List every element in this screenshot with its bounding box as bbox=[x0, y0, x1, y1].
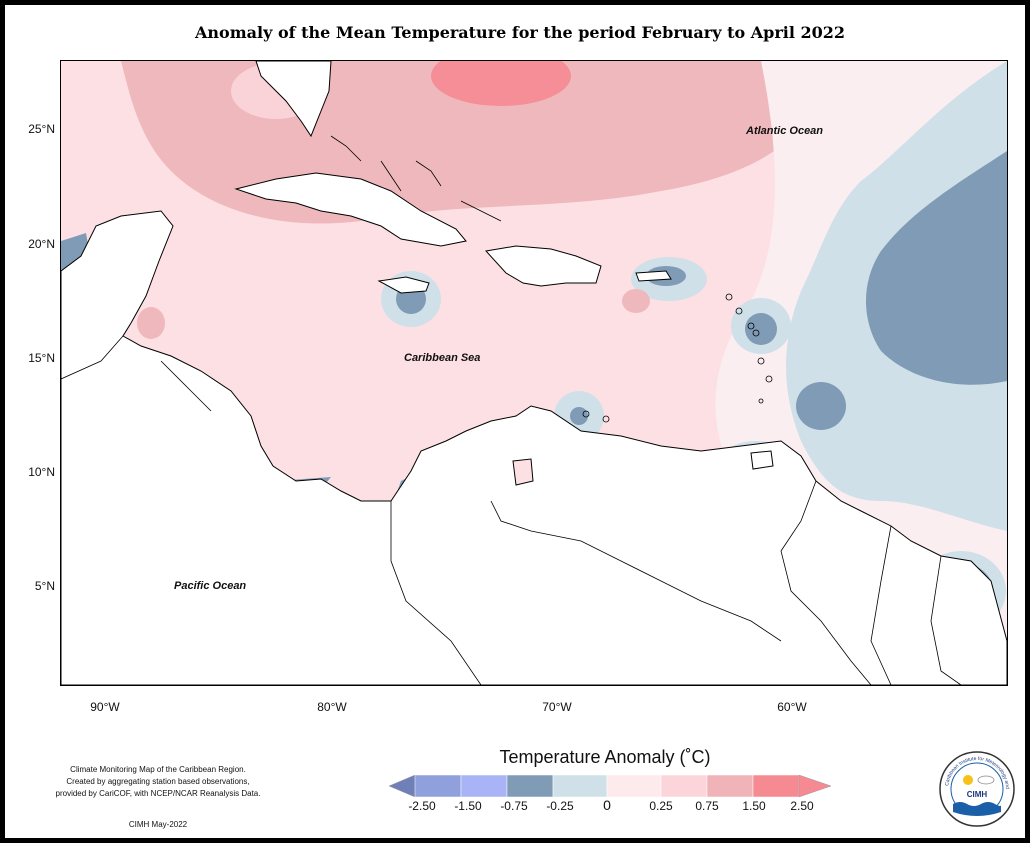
legend-tick: -1.50 bbox=[454, 799, 482, 813]
pacific-ocean-label: Pacific Ocean bbox=[174, 580, 247, 592]
credit-text: Climate Monitoring Map of the Caribbean … bbox=[23, 764, 293, 800]
island-dot bbox=[735, 307, 743, 315]
anomaly-warm-patch-mona bbox=[622, 289, 650, 313]
cloud-icon bbox=[977, 775, 995, 785]
anomaly-map bbox=[61, 61, 1007, 685]
legend-tick: 1.50 bbox=[742, 799, 766, 813]
border-suriname-fguiana bbox=[930, 555, 962, 685]
legend-swatch bbox=[460, 775, 508, 797]
border-venezuela-guyana bbox=[780, 480, 872, 685]
jamaica bbox=[377, 276, 430, 294]
credit-line-1: Climate Monitoring Map of the Caribbean … bbox=[70, 765, 246, 774]
legend-tick: -0.25 bbox=[546, 799, 574, 813]
legend-swatch bbox=[660, 775, 708, 797]
credit-line-3: provided by CariCOF, with NCEP/NCAR Rean… bbox=[55, 789, 261, 798]
caribbean-sea-label: Caribbean Sea bbox=[404, 352, 481, 364]
map-panel: Atlantic Ocean Caribbean Sea Pacific Oce… bbox=[60, 60, 1008, 686]
anomaly-cool-antilles-core bbox=[745, 313, 777, 345]
lat-tick-20n: 20°N bbox=[28, 237, 55, 251]
legend-swatch bbox=[706, 775, 754, 797]
atlantic-ocean-label: Atlantic Ocean bbox=[746, 125, 824, 137]
border-mexico-guatemala bbox=[61, 335, 124, 380]
bahamas-chain bbox=[415, 160, 442, 187]
legend-swatch bbox=[606, 775, 662, 797]
legend-tick: 0.75 bbox=[695, 799, 719, 813]
lat-tick-5n: 5°N bbox=[34, 579, 55, 593]
country-borders bbox=[61, 335, 962, 685]
lon-tick-80w: 80°W bbox=[317, 700, 347, 714]
anomaly-cool-patch bbox=[796, 382, 846, 430]
border-guyana-suriname bbox=[870, 525, 892, 685]
legend-tick: -2.50 bbox=[408, 799, 436, 813]
lake-maracaibo bbox=[512, 458, 534, 486]
island-dot bbox=[747, 322, 755, 330]
lon-tick-60w: 60°W bbox=[777, 700, 807, 714]
trinidad bbox=[750, 450, 774, 470]
island-dot bbox=[582, 410, 590, 418]
hispaniola bbox=[485, 245, 602, 287]
legend-swatch bbox=[414, 775, 462, 797]
legend-tick: -0.75 bbox=[500, 799, 528, 813]
island-dot bbox=[752, 329, 760, 337]
water-icon bbox=[953, 802, 1002, 816]
legend-swatch bbox=[552, 775, 608, 797]
credit-line-2: Created by aggregating station based obs… bbox=[66, 777, 250, 786]
legend-title: Temperature Anomaly (˚C) bbox=[499, 747, 711, 767]
anomaly-warm-patch-belize bbox=[137, 307, 165, 339]
land-masses bbox=[61, 61, 1007, 685]
bahamas-chain bbox=[330, 135, 362, 162]
legend-swatch bbox=[389, 775, 416, 797]
lat-tick-10n: 10°N bbox=[28, 465, 55, 479]
legend-tick: 0.25 bbox=[649, 799, 673, 813]
bahamas-chain bbox=[380, 160, 402, 192]
lat-tick-15n: 15°N bbox=[28, 351, 55, 365]
legend-swatch bbox=[506, 775, 554, 797]
credit-date: CIMH May-2022 bbox=[128, 820, 188, 829]
border-venezuela-brazil bbox=[490, 500, 782, 642]
border-honduras bbox=[160, 360, 212, 412]
anomaly-cool-core-east bbox=[866, 151, 1007, 385]
lat-tick-25n: 25°N bbox=[28, 122, 55, 136]
lesser-antilles bbox=[582, 293, 773, 423]
island-dot bbox=[725, 293, 733, 301]
lon-tick-90w: 90°W bbox=[90, 700, 120, 714]
sun-icon bbox=[963, 775, 973, 785]
anomaly-hot-core bbox=[431, 61, 571, 106]
cuba bbox=[234, 172, 467, 247]
legend-colorbar bbox=[389, 775, 831, 797]
island-dot bbox=[765, 375, 773, 383]
puerto-rico bbox=[635, 270, 672, 282]
bahamas bbox=[330, 135, 502, 222]
island-dot bbox=[602, 415, 610, 423]
lon-tick-70w: 70°W bbox=[542, 700, 572, 714]
florida bbox=[255, 61, 332, 138]
map-title: Anomaly of the Mean Temperature for the … bbox=[195, 23, 845, 42]
legend-swatch bbox=[752, 775, 800, 797]
bahamas-chain bbox=[460, 200, 502, 222]
logo-text: CIMH bbox=[967, 790, 988, 799]
anomaly-cool-curacao-core bbox=[570, 407, 588, 425]
legend-swatch bbox=[798, 775, 831, 797]
legend-tick: 0 bbox=[603, 797, 611, 813]
cimh-logo: CIMH Caribbean Institute for Meteorology… bbox=[938, 750, 1015, 827]
legend-tick: 2.50 bbox=[790, 799, 814, 813]
island-dot bbox=[758, 398, 764, 404]
border-colombia-venezuela bbox=[390, 501, 482, 685]
island-dot bbox=[757, 357, 765, 365]
